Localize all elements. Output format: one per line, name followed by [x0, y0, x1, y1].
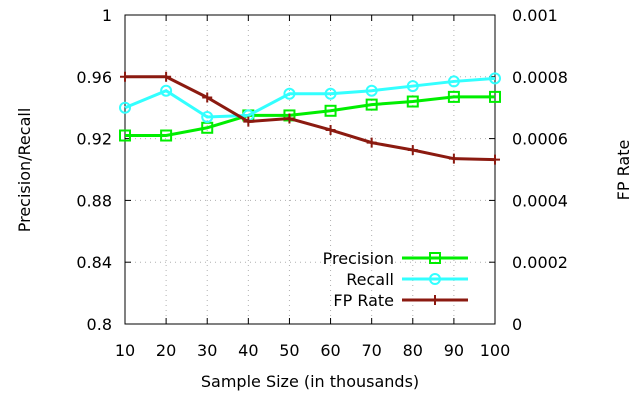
- legend-marker-precision: [429, 252, 441, 264]
- legend-marker-recall: [429, 273, 441, 285]
- y-tick-label: 0.84: [76, 253, 112, 272]
- recall-point: [160, 84, 173, 97]
- y-tick-label: 0.96: [76, 68, 112, 87]
- fp-rate-point: [325, 124, 336, 135]
- precision-point: [406, 95, 419, 108]
- precision-line: [125, 95, 495, 138]
- precision-point: [365, 98, 378, 111]
- x-axis-label: Sample Size (in thousands): [201, 372, 419, 391]
- x-tick-label: 40: [238, 341, 258, 360]
- y-tick-label: 1: [102, 6, 112, 25]
- fp-rate-point: [161, 71, 172, 82]
- x-tick-label: 70: [361, 341, 381, 360]
- legend: Precision Recall FP Rate: [323, 249, 468, 310]
- y2-tick-label: 0.0004: [512, 191, 568, 210]
- y-axis-label: Precision/Recall: [15, 108, 34, 233]
- x-tick-label: 20: [156, 341, 176, 360]
- y2-tick-label: 0.0008: [512, 68, 568, 87]
- recall-point: [447, 75, 460, 88]
- precision-point: [119, 129, 131, 142]
- x-tick-label: 90: [444, 341, 464, 360]
- y-tick-label: 0.92: [76, 130, 112, 149]
- recall-point: [283, 87, 296, 100]
- x-tick-label: 10: [115, 341, 135, 360]
- fp-rate-series: [120, 71, 500, 165]
- plot-frame: [124, 14, 496, 325]
- fp-rate-point: [243, 116, 254, 127]
- x-tick-label: 50: [279, 341, 299, 360]
- precision-point: [489, 90, 501, 103]
- precision-point: [160, 129, 173, 142]
- fp-rate-point: [407, 145, 418, 156]
- x-tick-label: 80: [403, 341, 423, 360]
- precision-point: [324, 104, 337, 117]
- grid: [125, 15, 495, 324]
- y2-tick-label: 0.0002: [512, 253, 568, 272]
- legend-label-recall: Recall: [346, 270, 394, 289]
- recall-point: [489, 72, 501, 85]
- fp-rate-point: [448, 153, 459, 164]
- recall-point: [201, 110, 214, 123]
- recall-point: [365, 84, 378, 97]
- axis-ticks: 10 20 30 40 50 60 70 80 90 1000.80.840.880.920.96…: [76, 6, 568, 360]
- fp-rate-point: [284, 113, 295, 124]
- fp-rate-line: [125, 75, 496, 162]
- x-tick-label: 100: [480, 341, 511, 360]
- recall-point: [406, 80, 419, 93]
- legend-marker-fp-rate: [430, 295, 440, 305]
- recall-series: [119, 72, 501, 123]
- y2-tick-label: 0.001: [512, 6, 558, 25]
- y2-tick-label: 0.0006: [512, 130, 568, 149]
- y2-axis-label: FP Rate: [614, 140, 633, 201]
- x-tick-label: 60: [320, 341, 340, 360]
- fp-rate-point: [202, 92, 213, 103]
- recall-point: [119, 101, 131, 114]
- recall-point: [324, 87, 337, 100]
- recall-line: [124, 76, 496, 119]
- y2-tick-label: 0: [512, 315, 522, 334]
- y-tick-label: 0.88: [76, 191, 112, 210]
- fp-rate-point: [490, 154, 500, 165]
- series-lines: [119, 71, 501, 165]
- y-tick-label: 0.8: [87, 315, 112, 334]
- x-tick-label: 30: [197, 341, 217, 360]
- legend-label-precision: Precision: [323, 249, 394, 268]
- fp-rate-point: [120, 71, 130, 82]
- fp-rate-point: [366, 137, 377, 148]
- precision-point: [447, 90, 460, 103]
- legend-label-fp-rate: FP Rate: [333, 291, 394, 310]
